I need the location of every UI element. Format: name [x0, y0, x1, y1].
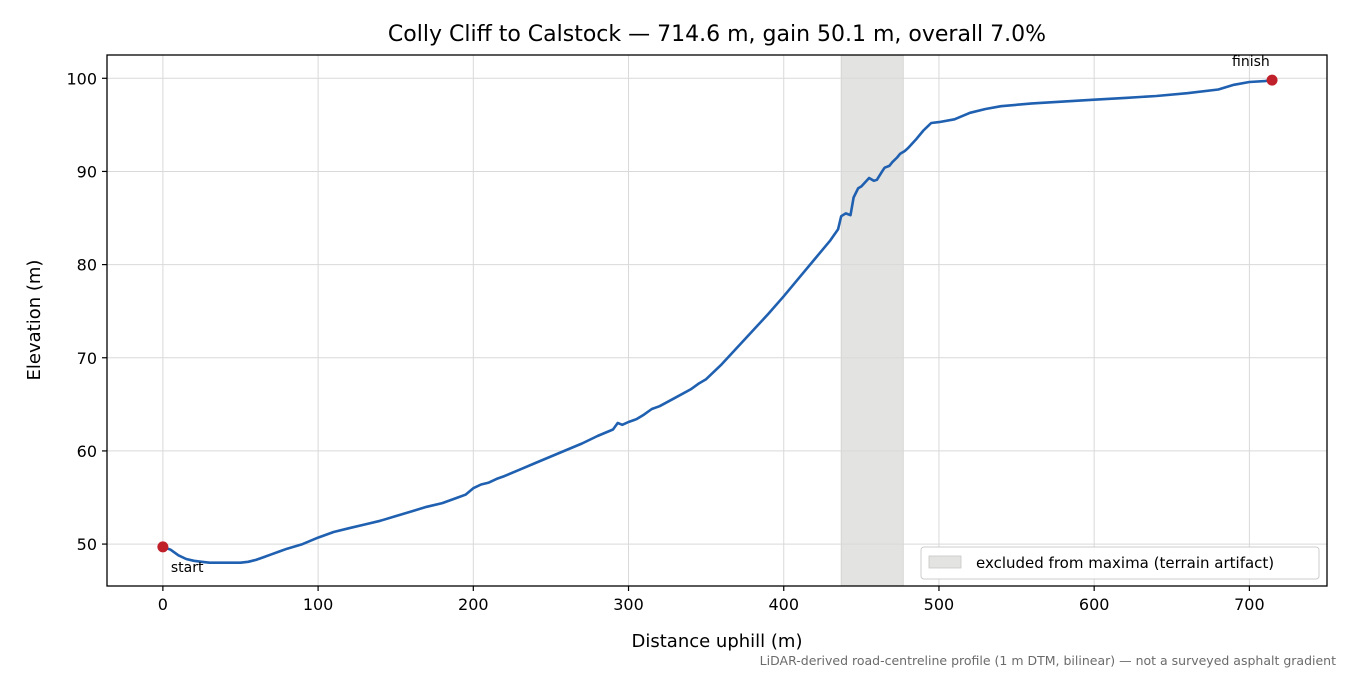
- grid-layer: [107, 55, 1327, 586]
- x-tick-label: 600: [1079, 595, 1110, 614]
- legend-label: excluded from maxima (terrain artifact): [976, 554, 1274, 572]
- legend-swatch: [928, 555, 962, 569]
- legend-box: [920, 546, 1320, 580]
- y-tick-label: 70: [77, 349, 97, 368]
- start-point: [157, 541, 169, 553]
- x-tick-label: 700: [1234, 595, 1265, 614]
- legend: excluded from maxima (terrain artifact): [920, 546, 1320, 580]
- x-axis-label: Distance uphill (m): [632, 631, 803, 652]
- footnote: LiDAR-derived road-centreline profile (1…: [760, 653, 1336, 668]
- excluded-region: [840, 54, 904, 587]
- x-tick-label: 500: [924, 595, 955, 614]
- points-layer: start finish: [157, 54, 1278, 576]
- y-tick-label: 50: [77, 535, 97, 554]
- finish-point: [1266, 74, 1278, 86]
- plot-frame: [106, 54, 1328, 587]
- elevation-line: [161, 78, 1274, 564]
- series-layer: [161, 78, 1274, 564]
- tick-layer: 0 100 200 300 400 500 600 700 50 60 70 80 90 100: [66, 69, 1264, 614]
- y-tick-label: 90: [77, 162, 97, 181]
- x-tick-label: 0: [158, 595, 168, 614]
- x-tick-label: 100: [303, 595, 334, 614]
- finish-label: finish: [1232, 54, 1270, 70]
- y-axis-label: Elevation (m): [24, 260, 45, 381]
- x-tick-label: 300: [613, 595, 644, 614]
- y-tick-label: 80: [77, 256, 97, 275]
- excluded-region-layer: [840, 54, 904, 587]
- start-label: start: [171, 560, 204, 576]
- x-tick-label: 400: [768, 595, 799, 614]
- chart-title: Colly Cliff to Calstock — 714.6 m, gain …: [388, 22, 1046, 47]
- y-tick-label: 60: [77, 442, 97, 461]
- x-tick-label: 200: [458, 595, 489, 614]
- y-tick-label: 100: [66, 69, 97, 88]
